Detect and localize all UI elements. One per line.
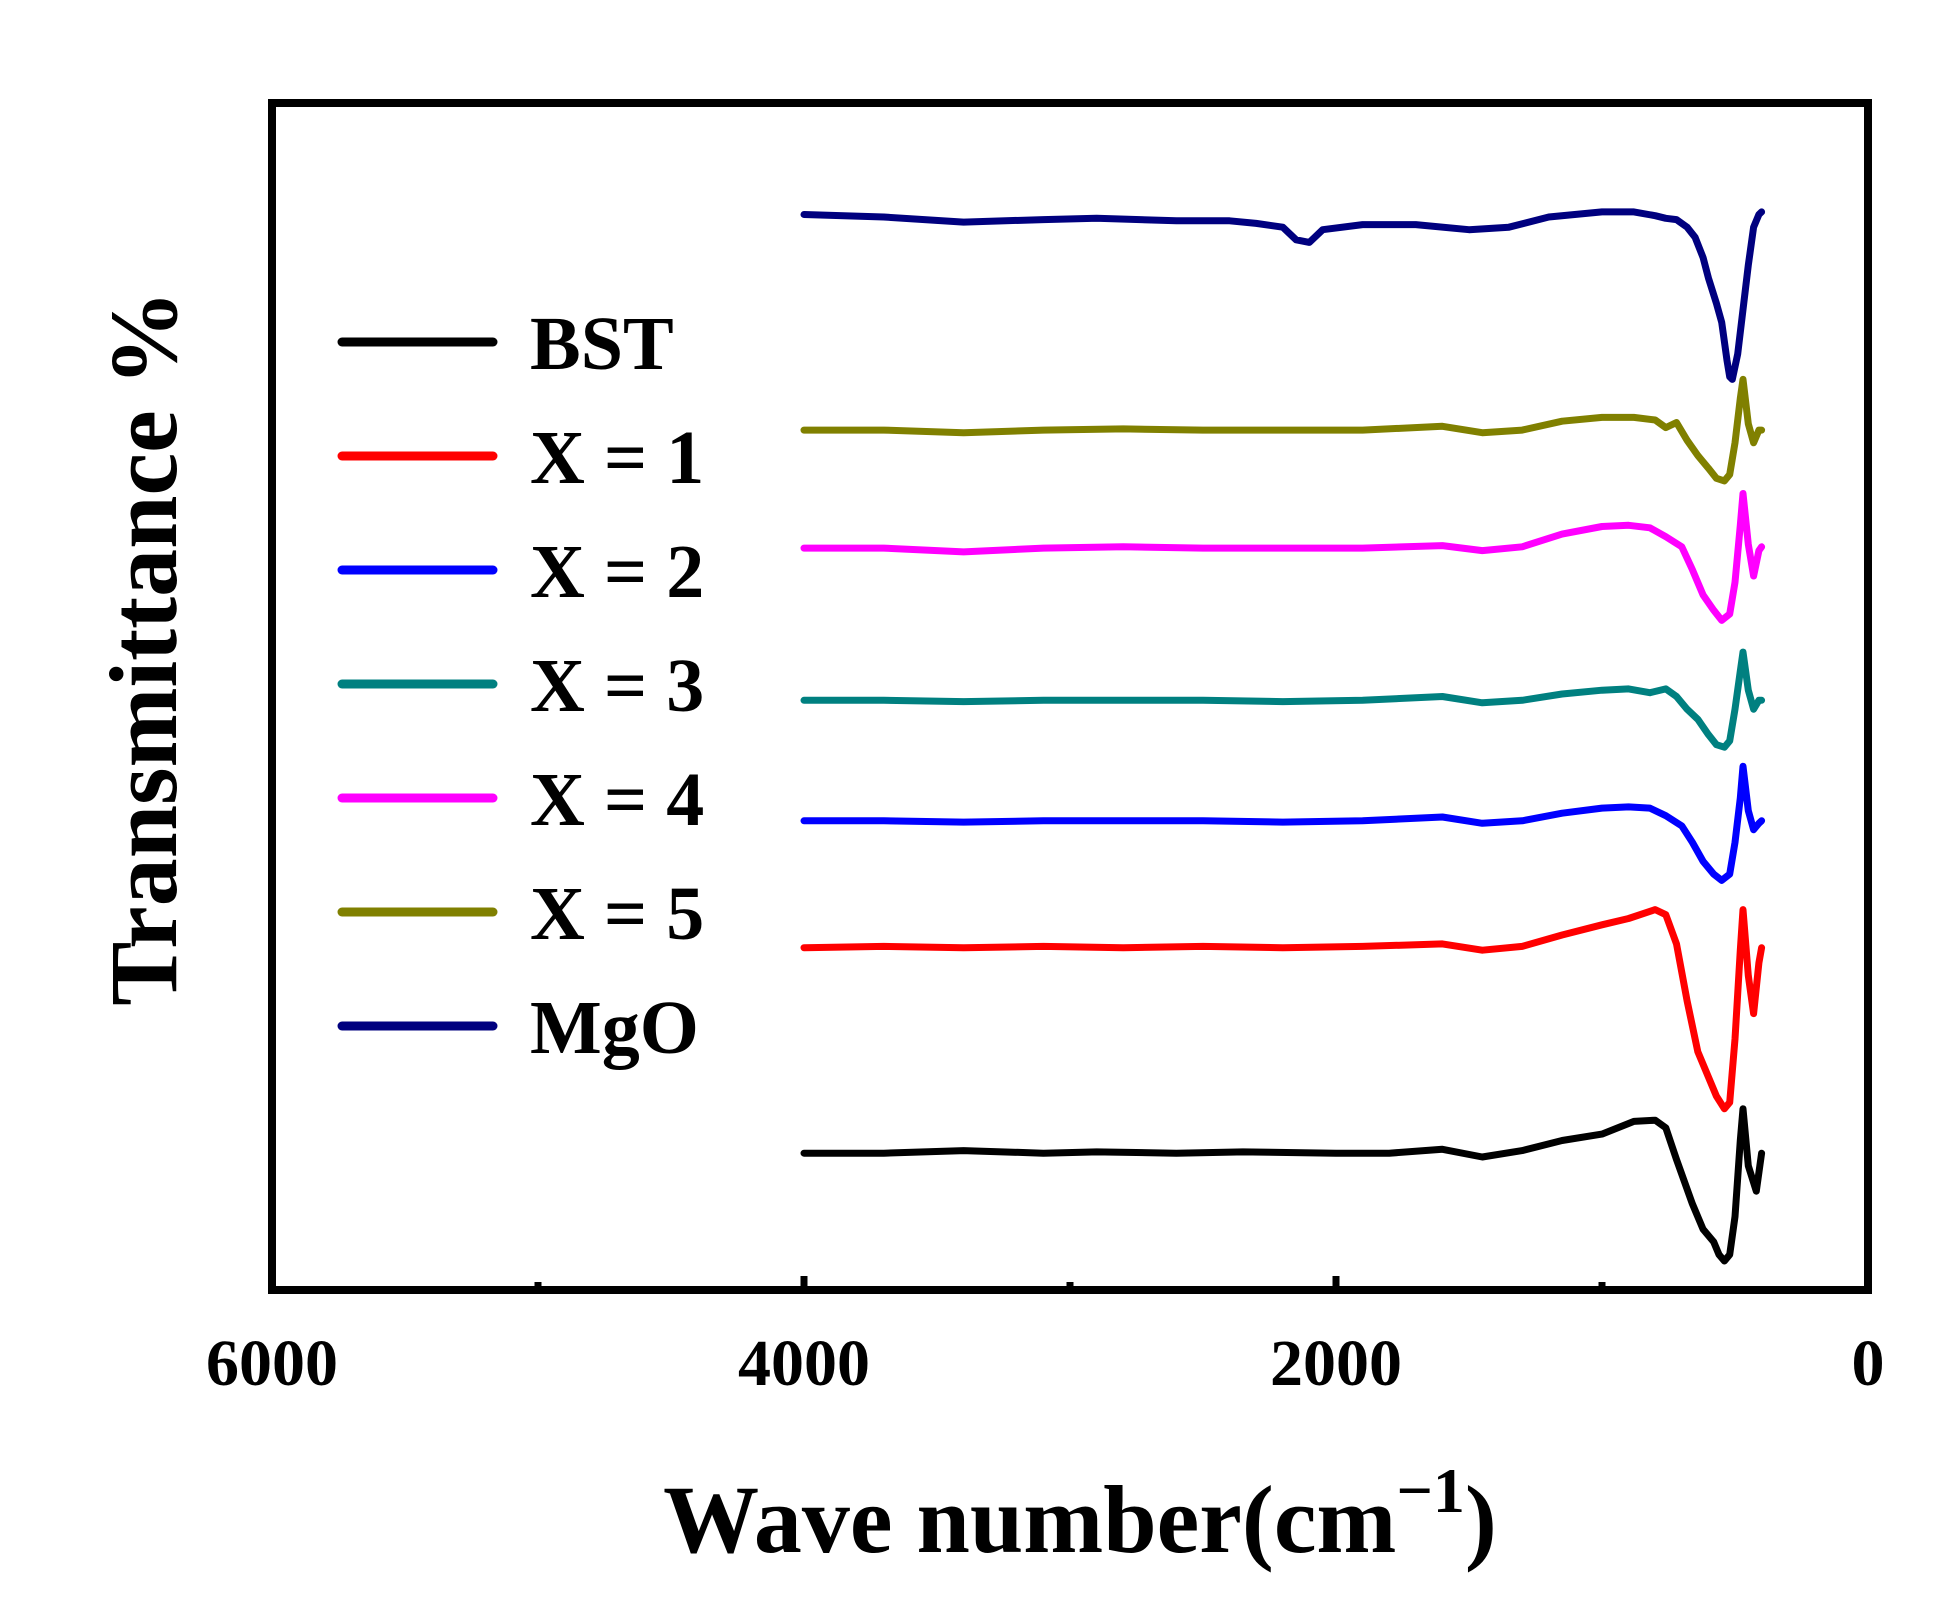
x-axis: 6000 4000 2000 0: [206, 1276, 1885, 1400]
legend-label-5: X = 5: [530, 872, 704, 956]
series-line-2: [800, 762, 1766, 884]
series-line-6: [800, 208, 1766, 383]
x-tick-label: 6000: [206, 1327, 338, 1400]
series-layer: [800, 208, 1766, 1265]
x-tick-label: 4000: [738, 1327, 870, 1400]
series-line-0: [800, 1105, 1766, 1265]
x-axis-title: Wave number(cm−1): [663, 1455, 1497, 1573]
x-tick-label: 0: [1852, 1327, 1885, 1400]
legend-label-0: BST: [530, 302, 674, 386]
legend-label-6: MgO: [530, 986, 699, 1070]
series-line-3: [800, 648, 1766, 751]
plot-frame: [268, 99, 1872, 1294]
legend-label-4: X = 4: [530, 758, 704, 842]
x-tick-label: 2000: [1270, 1327, 1402, 1400]
x-axis-title-sup: −1: [1396, 1455, 1464, 1526]
x-axis-title-main: Wave number(cm: [663, 1466, 1396, 1573]
legend-label-1: X = 1: [530, 416, 704, 500]
y-axis-title: Transmittance %: [90, 290, 197, 1005]
legend-label-2: X = 2: [530, 530, 704, 614]
x-axis-title-close: ): [1465, 1466, 1497, 1573]
series-line-5: [800, 375, 1766, 485]
legend-label-3: X = 3: [530, 644, 704, 728]
series-line-1: [800, 906, 1766, 1113]
series-line-4: [800, 490, 1766, 624]
legend: BST X = 1 X = 2 X = 3 X = 4 X = 5 MgO: [337, 302, 704, 1070]
